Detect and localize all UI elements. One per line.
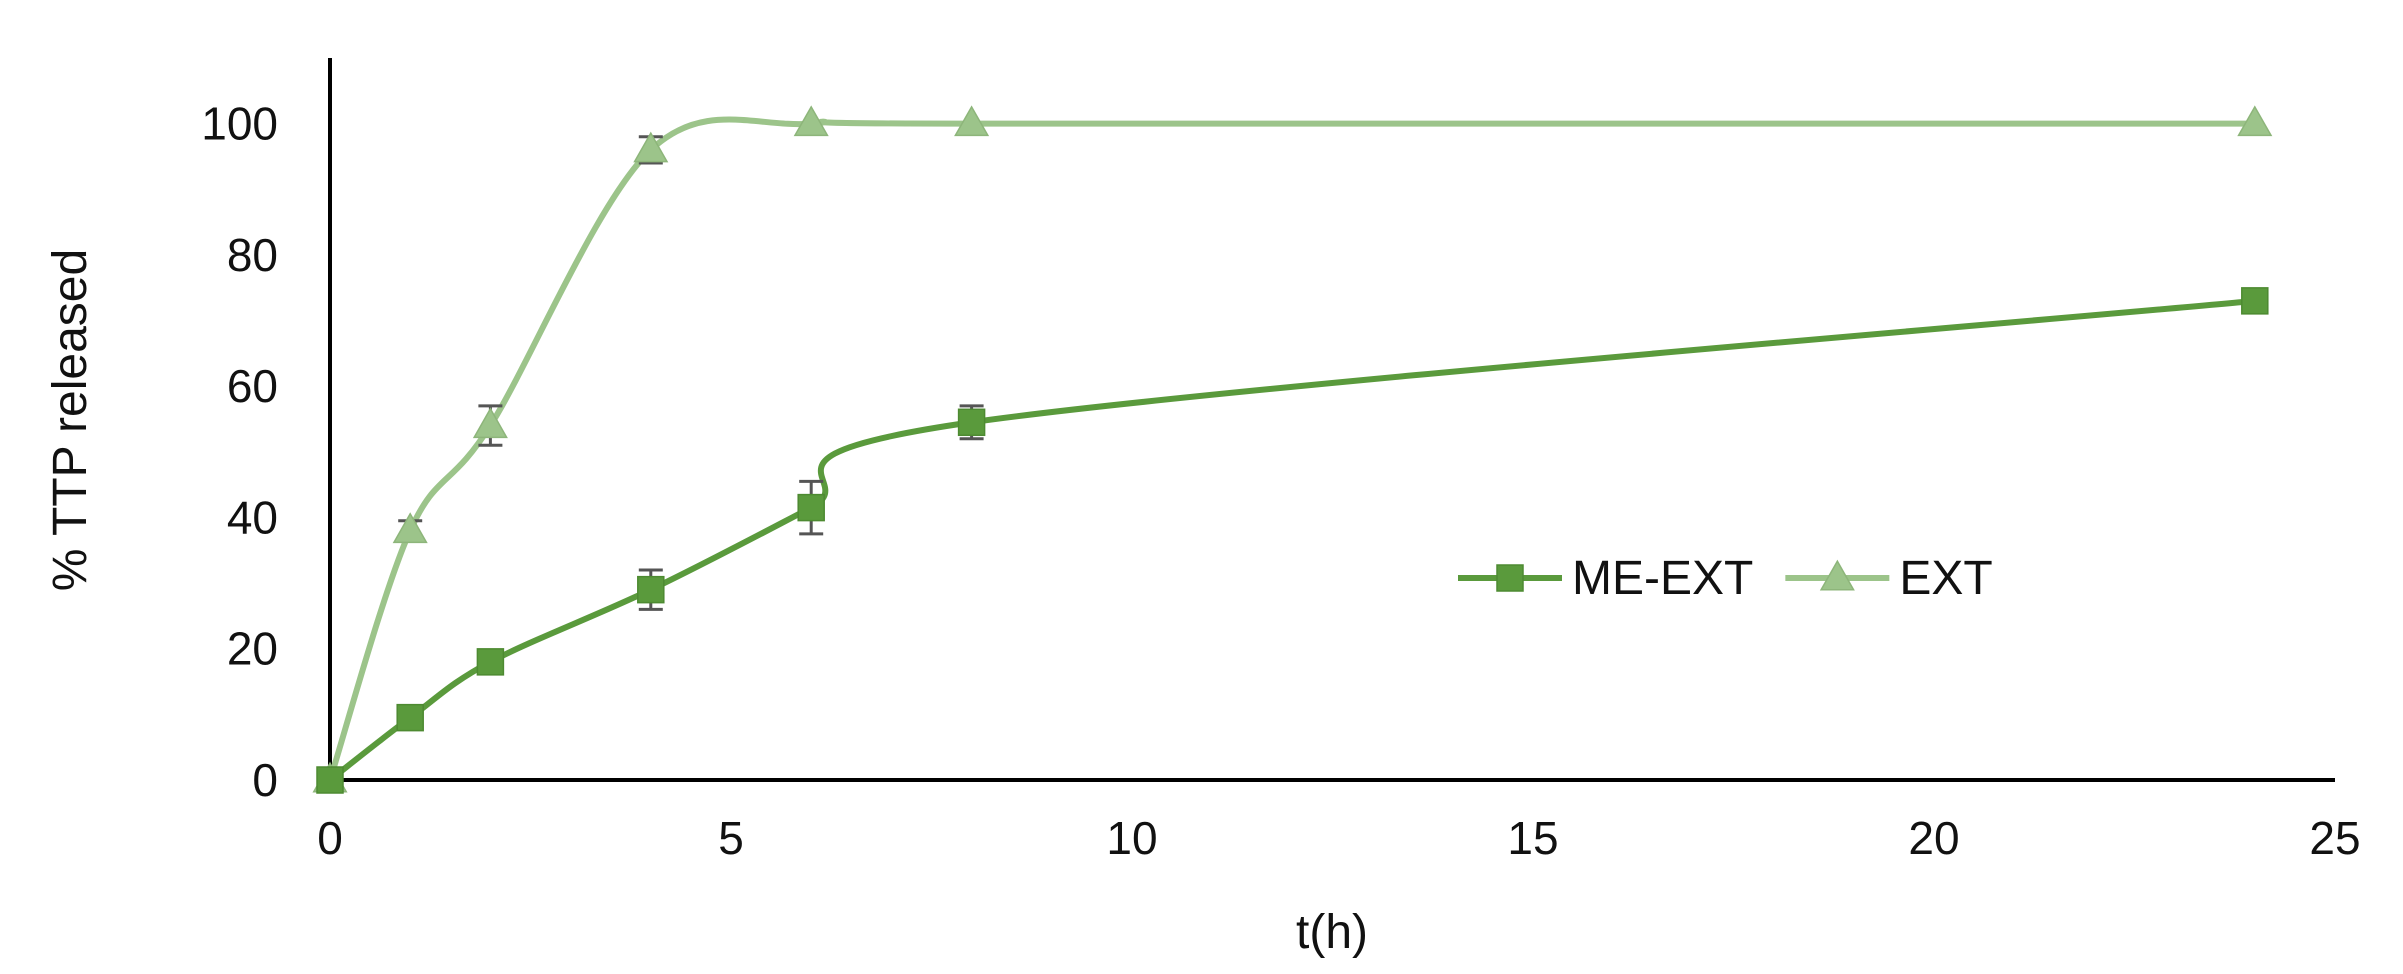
x-tick-label: 20 (1908, 812, 1959, 864)
legend-label: EXT (1899, 552, 1992, 605)
y-tick-label: 100 (201, 98, 278, 150)
series-line-me-ext (328, 297, 2256, 783)
legend-item-me-ext: ME-EXT (1458, 552, 1753, 605)
x-axis-title: t(h) (1296, 906, 1368, 959)
series-markers (312, 105, 2273, 794)
y-tick-label: 0 (252, 754, 278, 806)
legend-marker (1819, 559, 1855, 591)
y-tick-label: 80 (227, 229, 278, 281)
y-tick-label: 40 (227, 491, 278, 543)
data-point (954, 105, 990, 137)
x-tick-label: 10 (1106, 812, 1157, 864)
legend-marker (1496, 564, 1524, 592)
y-tick-label: 60 (227, 360, 278, 412)
series-lines (327, 116, 2256, 783)
legend: ME-EXT EXT (1458, 552, 1993, 605)
x-tick-label: 0 (317, 812, 343, 864)
x-tick-label: 15 (1507, 812, 1558, 864)
data-point (2237, 105, 2273, 137)
data-point (396, 703, 424, 732)
data-point (637, 575, 665, 604)
axes (328, 58, 2335, 782)
data-point (793, 105, 829, 137)
data-point (797, 493, 825, 522)
y-axis-title: % TTP released (44, 249, 97, 591)
data-point (476, 648, 505, 676)
x-tick-label: 5 (718, 812, 744, 864)
tick-labels: 0 5 10 15 20 25 0 20 40 60 80 100 (201, 98, 2360, 864)
data-point (957, 408, 986, 437)
series-line-ext (327, 116, 2255, 781)
x-tick-label: 25 (2309, 812, 2360, 864)
legend-item-ext: EXT (1785, 552, 1993, 605)
data-point (472, 407, 508, 439)
data-point (633, 131, 669, 163)
legend-label: ME-EXT (1572, 552, 1753, 605)
y-tick-label: 20 (227, 623, 278, 675)
data-point (392, 512, 428, 544)
data-point (2241, 287, 2269, 315)
data-point (316, 766, 344, 794)
